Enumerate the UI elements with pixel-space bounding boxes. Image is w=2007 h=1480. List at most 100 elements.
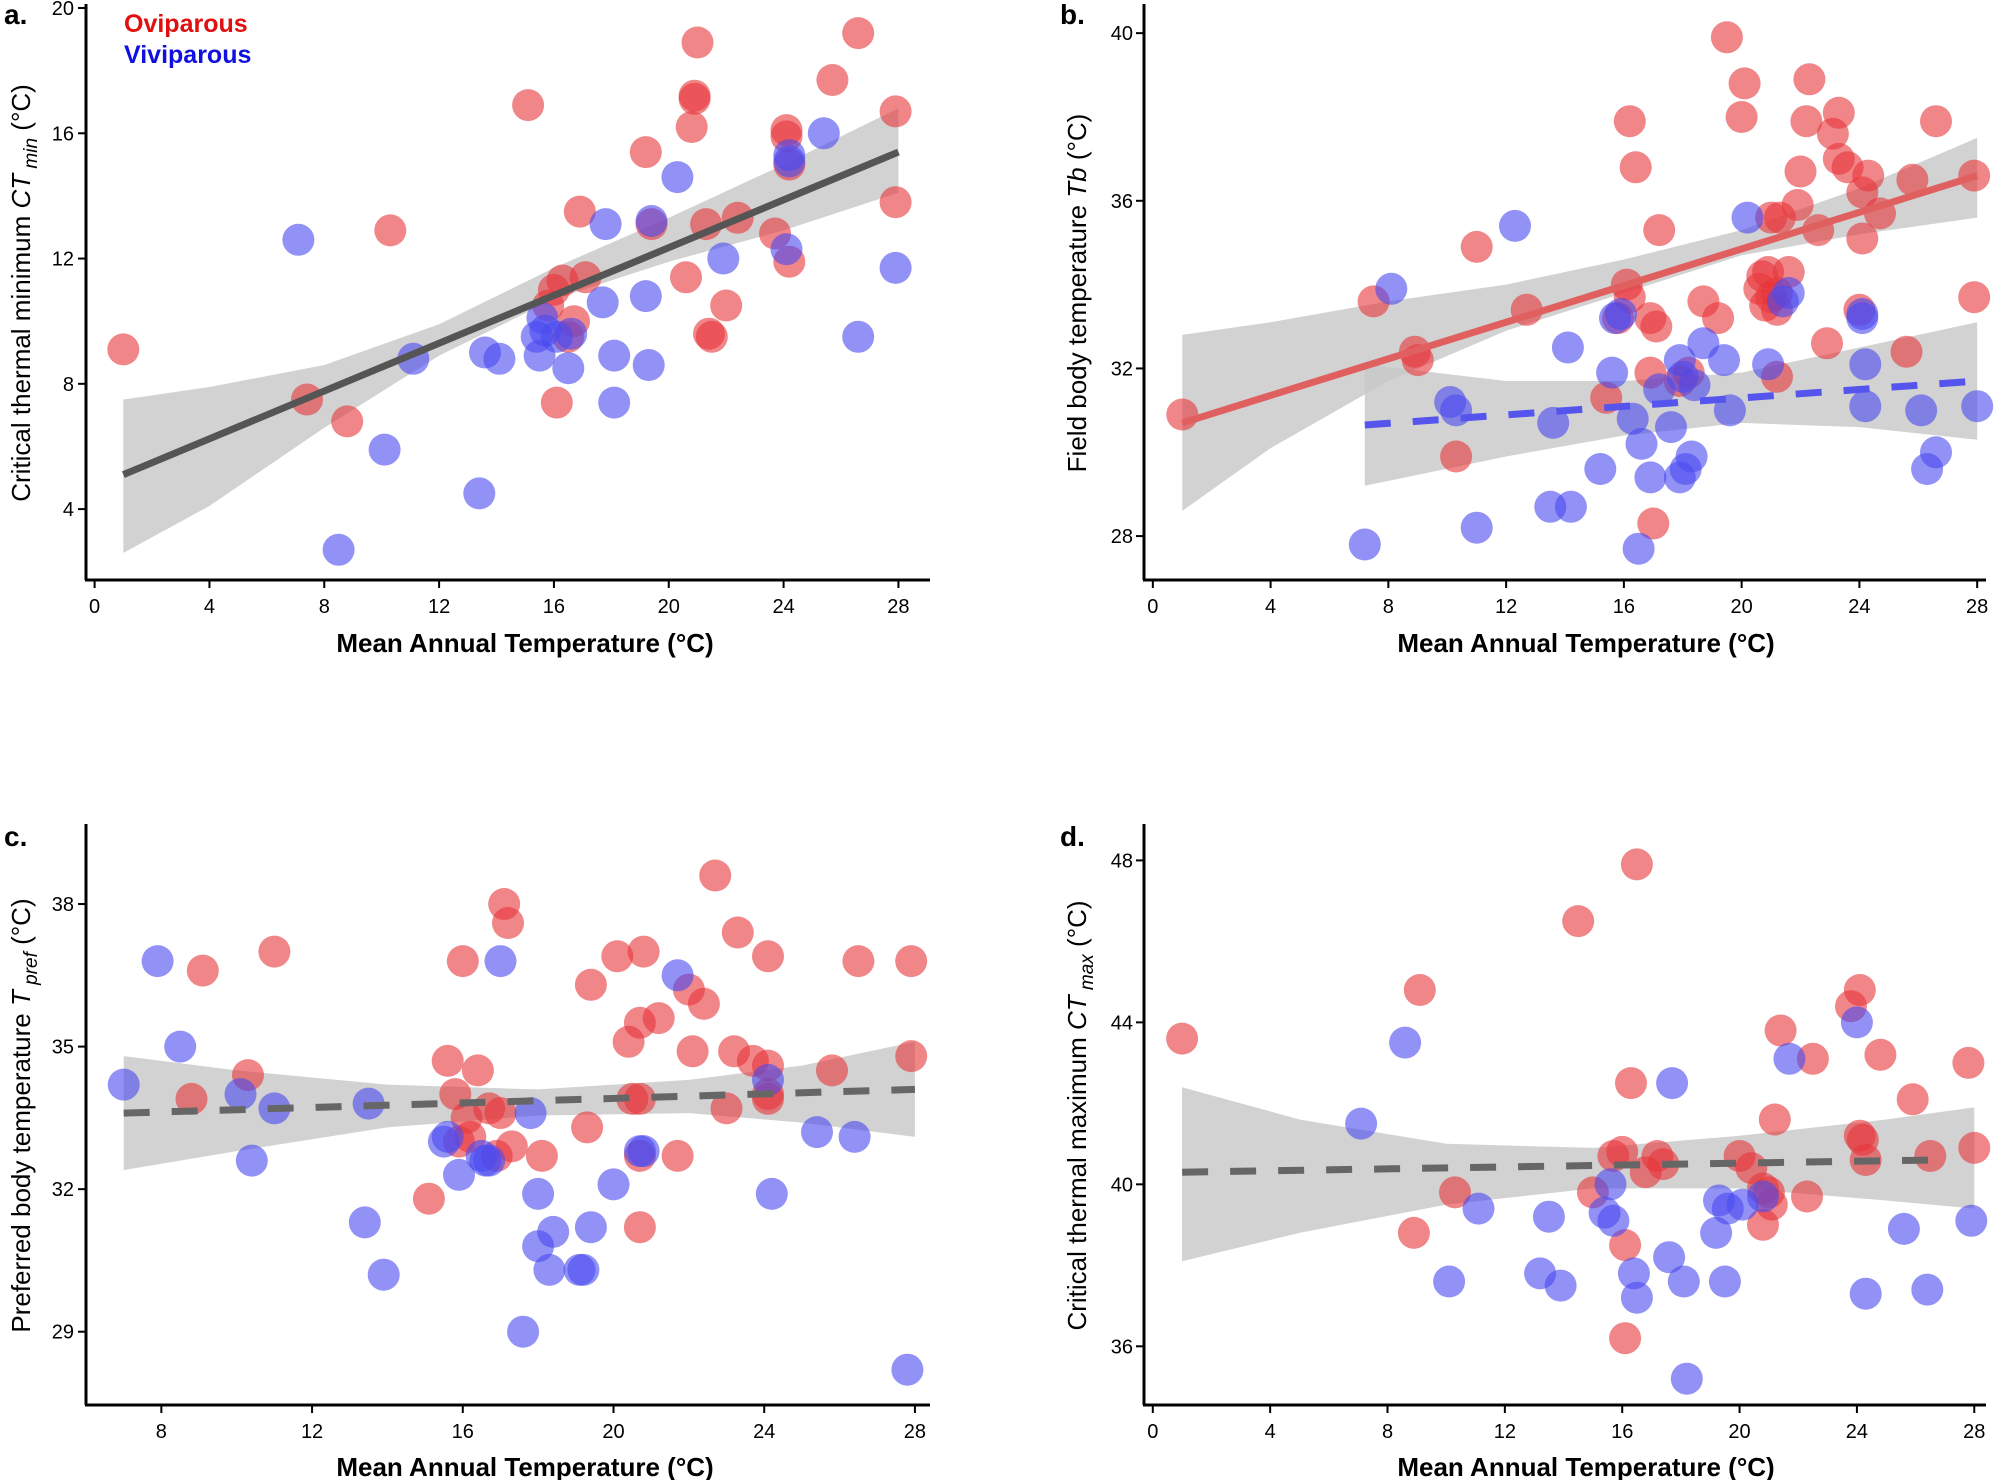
data-point-viviparous xyxy=(597,1168,630,1201)
data-point-oviparous xyxy=(1637,507,1670,540)
data-point-viviparous xyxy=(1656,1067,1689,1100)
data-point-oviparous xyxy=(563,195,596,228)
x-axis-label: Mean Annual Temperature (°C) xyxy=(336,1452,713,1480)
x-tick-label: 24 xyxy=(753,1421,775,1443)
data-point-oviparous xyxy=(623,1211,656,1244)
data-point-oviparous xyxy=(1643,214,1676,247)
data-point-viviparous xyxy=(627,1135,660,1168)
x-tick-label: 20 xyxy=(1731,596,1753,618)
y-tick-label: 20 xyxy=(52,0,74,20)
y-tick-label: 32 xyxy=(52,1179,74,1201)
data-point-oviparous xyxy=(1609,1322,1642,1355)
data-point-viviparous xyxy=(473,1144,506,1177)
data-point-oviparous xyxy=(1843,974,1876,1006)
data-point-viviparous xyxy=(1594,1168,1627,1201)
data-point-viviparous xyxy=(838,1120,871,1153)
data-point-viviparous xyxy=(801,1116,833,1149)
data-point-oviparous xyxy=(1403,974,1436,1006)
data-point-oviparous xyxy=(1952,1046,1985,1079)
data-point-oviparous xyxy=(1728,67,1761,100)
data-point-oviparous xyxy=(107,333,140,366)
data-point-viviparous xyxy=(224,1078,257,1111)
data-point-oviparous xyxy=(1620,848,1653,881)
panel-label: d. xyxy=(1060,821,1085,852)
data-point-viviparous xyxy=(1708,344,1740,377)
data-point-oviparous xyxy=(1796,1042,1829,1075)
x-tick-label: 4 xyxy=(1265,1421,1276,1443)
data-point-viviparous xyxy=(1622,532,1655,565)
data-point-oviparous xyxy=(1702,302,1735,335)
data-point-viviparous xyxy=(141,945,174,978)
y-tick-label: 12 xyxy=(52,249,74,271)
data-point-viviparous xyxy=(1840,1006,1873,1039)
x-tick-label: 28 xyxy=(887,596,909,618)
data-point-oviparous xyxy=(676,1035,709,1068)
data-point-viviparous xyxy=(773,145,806,178)
data-point-viviparous xyxy=(635,205,668,237)
x-tick-label: 0 xyxy=(89,596,100,618)
data-point-viviparous xyxy=(1849,348,1882,381)
data-point-oviparous xyxy=(374,214,407,247)
y-tick-label: 28 xyxy=(1111,526,1133,548)
data-point-oviparous xyxy=(175,1082,208,1115)
legend: Oviparous Viviparous xyxy=(124,10,251,69)
data-point-oviparous xyxy=(258,935,291,968)
data-point-oviparous xyxy=(601,940,634,973)
data-point-viviparous xyxy=(661,959,694,992)
data-point-viviparous xyxy=(484,945,517,978)
data-point-viviparous xyxy=(755,1177,788,1210)
data-point-viviparous xyxy=(770,233,803,266)
data-point-viviparous xyxy=(1667,1265,1700,1298)
data-point-viviparous xyxy=(1616,402,1649,435)
data-point-viviparous xyxy=(1345,1107,1378,1140)
data-point-oviparous xyxy=(1613,105,1646,138)
x-tick-label: 16 xyxy=(452,1421,474,1443)
y-tick-label: 40 xyxy=(1111,23,1133,45)
data-point-oviparous xyxy=(681,26,714,59)
y-tick-label: 35 xyxy=(52,1037,74,1059)
data-point-oviparous xyxy=(492,907,524,939)
data-point-oviparous xyxy=(670,261,702,294)
data-point-viviparous xyxy=(598,339,631,372)
panel-a: a. 0 4 8 12 16 20 24 28 4 8 12 16 20 Mean Annual Tempe… xyxy=(4,0,930,658)
x-tick-label: 8 xyxy=(1382,1421,1393,1443)
y-axis-label: Critical thermal minimum CT min (°C) xyxy=(6,84,42,502)
data-point-oviparous xyxy=(1890,335,1923,368)
data-point-viviparous xyxy=(282,223,315,256)
series-viviparous xyxy=(107,945,924,1386)
data-point-oviparous xyxy=(1562,905,1595,938)
data-point-oviparous xyxy=(1822,96,1855,129)
data-point-oviparous xyxy=(446,945,479,978)
x-axis-label: Mean Annual Temperature (°C) xyxy=(1397,628,1774,658)
data-point-viviparous xyxy=(514,1097,547,1130)
series-viviparous xyxy=(1345,1006,1988,1395)
data-point-viviparous xyxy=(463,477,496,510)
data-point-viviparous xyxy=(507,1315,540,1348)
data-point-oviparous xyxy=(574,968,607,1001)
data-point-oviparous xyxy=(1609,1229,1642,1262)
panel-c: c. 8 12 16 20 24 28 29 32 35 38 Mean Annual Tempera… xyxy=(4,821,930,1480)
data-point-oviparous xyxy=(710,1092,743,1125)
x-axis-label: Mean Annual Temperature (°C) xyxy=(1397,1452,1774,1480)
data-point-viviparous xyxy=(1678,369,1711,402)
data-point-viviparous xyxy=(1849,1277,1882,1310)
data-point-oviparous xyxy=(895,945,928,978)
data-point-oviparous xyxy=(661,1139,694,1172)
data-point-viviparous xyxy=(661,161,694,194)
data-point-oviparous xyxy=(484,1097,517,1130)
data-point-viviparous xyxy=(842,320,875,353)
data-point-oviparous xyxy=(879,186,912,219)
data-point-viviparous xyxy=(1617,1257,1650,1290)
y-tick-label: 8 xyxy=(63,374,74,396)
x-tick-label: 0 xyxy=(1147,1421,1158,1443)
data-point-oviparous xyxy=(1852,159,1885,192)
data-point-viviparous xyxy=(1584,453,1617,485)
y-tick-label: 36 xyxy=(1111,191,1133,213)
data-point-oviparous xyxy=(1166,398,1199,431)
data-point-viviparous xyxy=(1752,348,1785,381)
data-point-viviparous xyxy=(1911,1273,1944,1306)
data-point-oviparous xyxy=(412,1182,445,1215)
data-point-viviparous xyxy=(589,208,622,241)
data-point-viviparous xyxy=(1747,1180,1779,1213)
